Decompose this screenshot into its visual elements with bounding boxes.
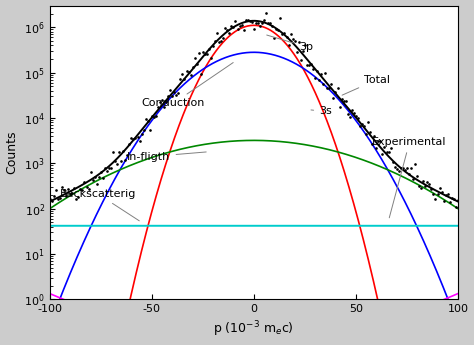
Text: Total: Total	[342, 75, 390, 95]
Y-axis label: Counts: Counts	[6, 131, 18, 174]
Text: Backscatterig: Backscatterig	[60, 189, 139, 221]
Text: Conduction: Conduction	[142, 62, 233, 108]
Text: In-fligth: In-fligth	[128, 152, 206, 162]
Text: Experimental: Experimental	[372, 137, 447, 218]
Text: 3s: 3s	[311, 106, 332, 116]
Text: 3p: 3p	[267, 35, 313, 52]
X-axis label: p (10$^{-3}$ m$_e$c): p (10$^{-3}$ m$_e$c)	[213, 320, 294, 339]
